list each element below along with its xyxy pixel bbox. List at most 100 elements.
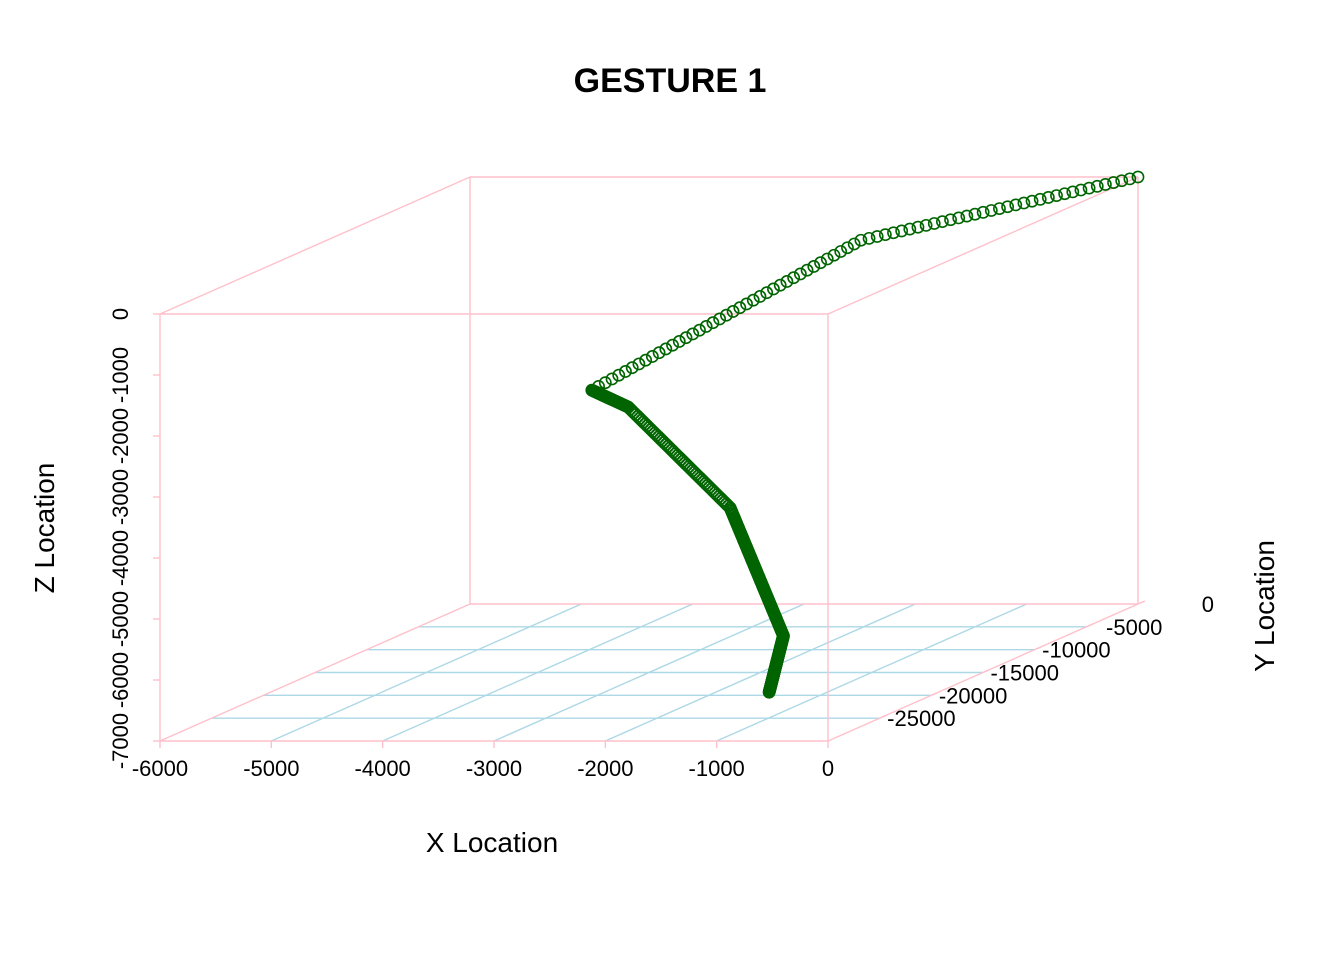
y-tick-mark [1034,646,1042,651]
y-tick-label: -15000 [990,661,1059,686]
data-point [1025,194,1039,208]
data-point [773,278,787,292]
data-point [903,222,917,236]
y-tick-mark [879,714,887,719]
box-edge [159,603,471,742]
data-point [862,231,876,245]
data-point [1033,192,1047,206]
data-point [693,323,706,337]
box-edge [827,176,1139,315]
data-point [800,263,814,277]
data-point [984,204,998,217]
data-point [753,290,767,303]
z-tick-label: -2000 [108,408,133,464]
y-tick-label: -25000 [887,706,956,731]
data-point [936,215,949,229]
data-point [895,224,909,238]
data-point [976,205,990,219]
data-point [1131,170,1145,184]
data-point [767,282,780,296]
z-axis-title: Z Location [29,463,60,594]
z-tick-label: 0 [108,308,133,320]
z-tick-label: -3000 [108,469,133,525]
x-tick-label: -5000 [243,756,299,781]
data-point [713,312,727,326]
data-points [585,170,1145,699]
y-axis-title: Y Location [1249,540,1280,672]
data-point [1074,183,1088,197]
data-point [740,297,753,311]
y-tick-label: 0 [1202,592,1214,617]
data-point [1090,179,1104,193]
data-point [1082,181,1096,195]
data-point [793,267,807,281]
data-point [619,365,632,378]
axis-ticks: -6000 -5000 -4000 -3000 -2000 -1000 0-7000-600… [108,308,1214,781]
data-point [814,256,827,270]
data-point [612,368,626,382]
y-tick-label: -10000 [1042,638,1111,663]
data-point [733,301,747,315]
data-point [632,357,646,371]
y-tick-label: -20000 [939,683,1008,708]
data-point [834,245,848,258]
x-tick-label: -4000 [355,756,411,781]
data-point [1050,189,1063,202]
z-tick-label: -6000 [108,652,133,708]
data-point [1123,172,1137,186]
data-point [911,220,925,234]
chart-title: GESTURE 1 [574,62,767,100]
data-point [686,327,700,341]
data-point [827,248,841,262]
data-point [919,218,933,232]
data-point [666,338,679,352]
plot-box [159,176,1139,742]
data-point [760,286,774,300]
data-point [679,331,693,345]
x-tick-label: -2000 [577,756,633,781]
data-point [952,211,966,225]
x-axis-title: X Location [426,827,558,858]
data-point [870,230,884,243]
data-point [625,361,639,375]
data-point [878,228,892,242]
y-tick-mark [1086,623,1094,628]
data-point [807,260,821,273]
box-edge [159,176,471,315]
data-point [1066,185,1080,199]
y-tick-mark [931,691,939,696]
data-point [1099,178,1112,191]
z-tick-label: -5000 [108,591,133,647]
floor-grid [211,603,1087,742]
data-point [993,202,1006,216]
data-point [1107,176,1120,189]
data-point [841,241,854,255]
data-point [585,383,599,397]
x-tick-label: -6000 [132,756,188,781]
z-tick-label: -1000 [108,347,133,403]
data-point [746,293,760,307]
data-point [672,335,686,348]
y-tick-label: -5000 [1106,615,1162,640]
data-point [1058,187,1072,201]
data-point [1041,191,1055,204]
data-point [645,350,659,363]
data-point [726,305,740,318]
data-point [592,380,605,393]
data-point [598,376,612,390]
data-point [820,252,834,266]
data-point [652,346,666,360]
data-point [1115,174,1129,188]
data-point [787,271,801,285]
data-point [780,275,794,288]
data-point [944,213,957,227]
data-point [1017,196,1031,210]
data-point [706,316,720,330]
y-tick-mark [1137,600,1146,605]
z-tick-label: -7000 [108,713,133,769]
data-point [639,353,653,367]
x-tick-label: -3000 [466,756,522,781]
data-point [1009,198,1023,212]
data-point [699,320,713,333]
